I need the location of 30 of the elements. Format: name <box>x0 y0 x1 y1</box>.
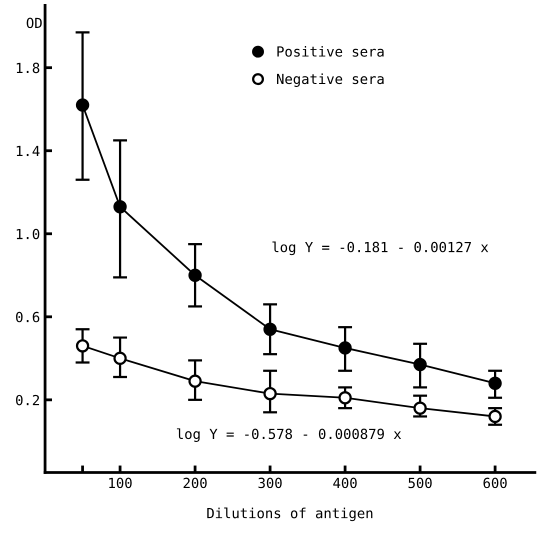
y-axis-title: OD <box>26 18 42 28</box>
point <box>113 352 127 365</box>
x-tick-label: 400 <box>333 478 357 488</box>
point <box>488 376 502 390</box>
point <box>188 268 202 282</box>
point <box>113 200 127 214</box>
y-tick-label: 1.4 <box>16 146 40 156</box>
legend-label: Negative sera <box>277 73 384 87</box>
y-tick-label: 1.0 <box>16 228 40 240</box>
x-tick-label: 500 <box>408 478 432 488</box>
x-tick-label: 100 <box>109 478 132 488</box>
y-tick-label: 1.8 <box>16 62 40 74</box>
point <box>76 98 90 112</box>
x-tick-label: 600 <box>483 478 507 488</box>
point <box>413 358 427 372</box>
annotation: log Y = -0.578 - 0.000879 x <box>176 428 402 442</box>
point <box>413 401 427 415</box>
legend-label: Positive sera <box>277 46 384 57</box>
point <box>76 339 90 353</box>
point <box>338 391 352 404</box>
x-tick-label: 300 <box>258 478 282 488</box>
annotation: log Y = -0.181 - 0.00127 x <box>272 241 488 256</box>
point <box>263 322 277 336</box>
x-axis-title: Dilutions of antigen <box>207 508 372 522</box>
y-tick-label: 0.6 <box>16 312 40 322</box>
point <box>188 374 202 388</box>
y-tick-label: 0.2 <box>16 394 40 406</box>
x-tick-label: 200 <box>184 478 207 488</box>
point <box>338 341 352 355</box>
point <box>263 386 277 400</box>
